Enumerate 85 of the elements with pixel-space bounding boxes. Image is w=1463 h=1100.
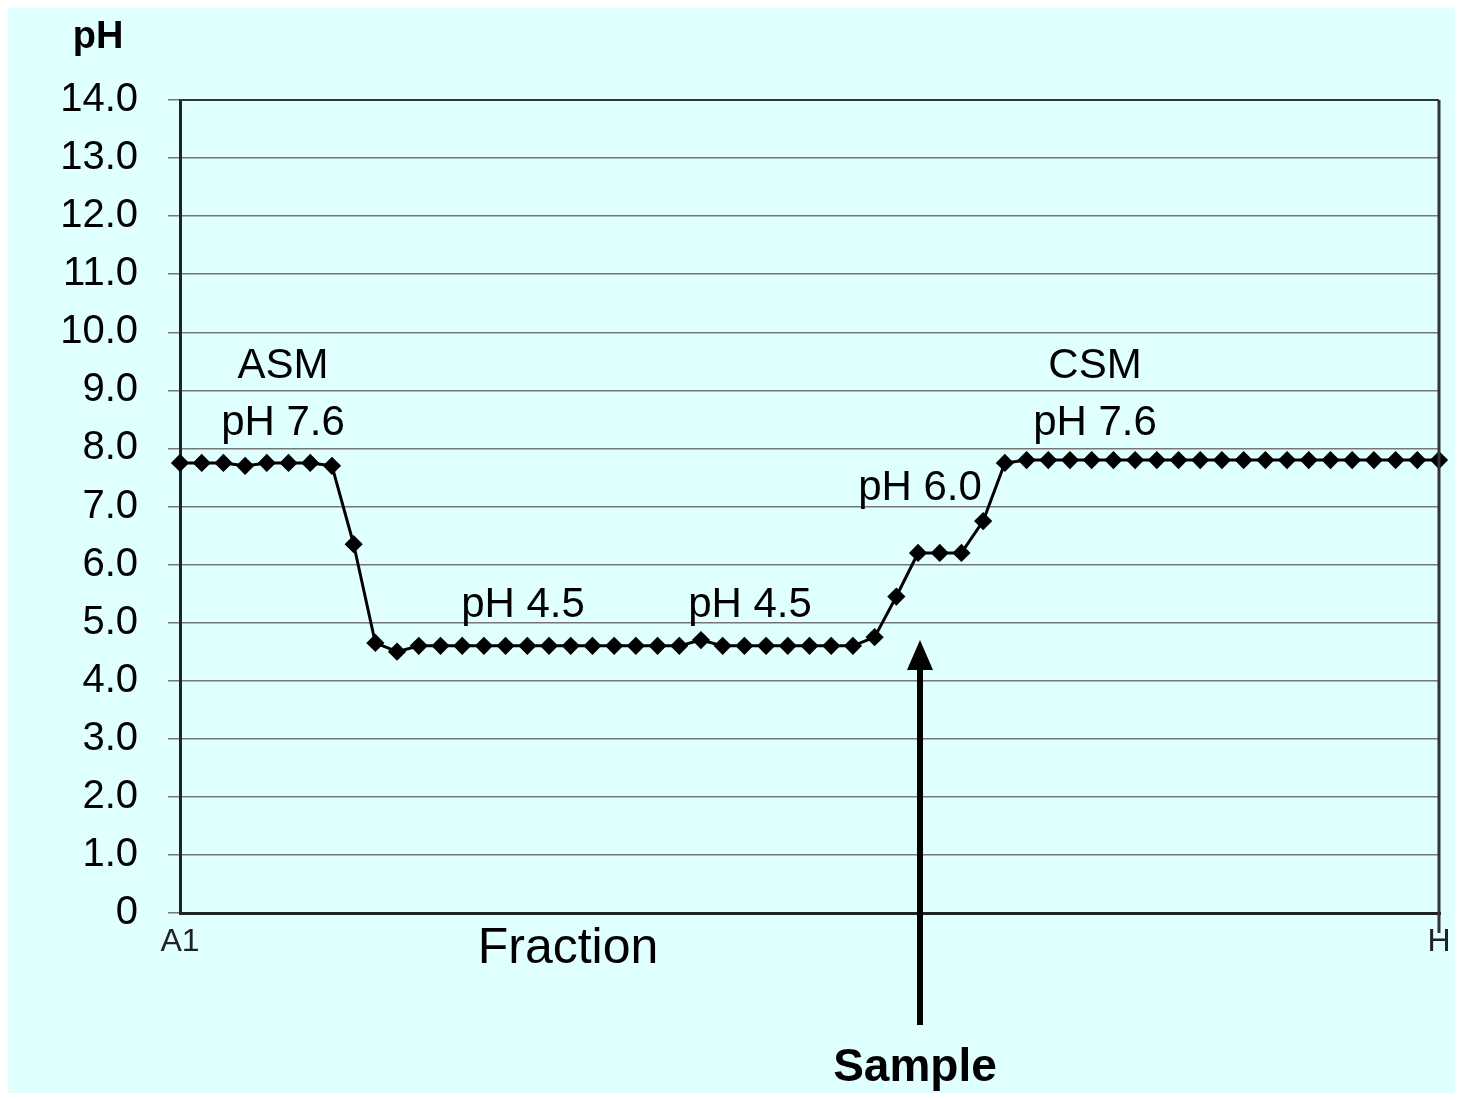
point xyxy=(909,544,927,562)
point xyxy=(431,637,449,655)
annotation: pH 6.0 xyxy=(858,461,982,509)
y-tick-label: 10.0 xyxy=(60,307,138,352)
point xyxy=(627,637,645,655)
y-tick-label: 7.0 xyxy=(82,481,138,526)
point xyxy=(605,637,623,655)
point xyxy=(345,535,363,553)
point xyxy=(974,512,992,530)
point xyxy=(540,637,558,655)
x-tick-label: H xyxy=(1427,922,1451,959)
point xyxy=(1039,451,1057,469)
point xyxy=(801,637,818,655)
point xyxy=(1300,451,1318,469)
point xyxy=(583,637,601,655)
point xyxy=(193,454,211,472)
point xyxy=(866,628,884,646)
y-tick-label: 1.0 xyxy=(82,829,138,874)
point xyxy=(1061,451,1079,469)
point xyxy=(1126,451,1144,469)
x-tick-label: A1 xyxy=(160,922,200,959)
point xyxy=(1256,451,1274,469)
point xyxy=(649,637,667,655)
point xyxy=(735,637,753,655)
y-tick-label: 6.0 xyxy=(82,539,138,584)
point xyxy=(1170,451,1188,469)
point xyxy=(301,454,319,472)
y-tick-label: 9.0 xyxy=(82,365,138,410)
y-tick-label: 13.0 xyxy=(60,133,138,178)
point xyxy=(1235,451,1253,469)
point xyxy=(1365,451,1383,469)
point xyxy=(562,637,580,655)
annotation: pH 4.5 xyxy=(688,578,812,626)
point xyxy=(1104,451,1122,469)
point xyxy=(714,637,732,655)
point xyxy=(1343,451,1361,469)
point xyxy=(1191,451,1209,469)
point xyxy=(887,588,905,606)
point xyxy=(475,637,493,655)
y-tick-label: 11.0 xyxy=(63,249,138,294)
point xyxy=(518,637,536,655)
y-tick-label: 14.0 xyxy=(60,75,138,120)
y-tick-label: 8.0 xyxy=(82,423,138,468)
point xyxy=(453,637,471,655)
point xyxy=(410,637,428,655)
point xyxy=(1321,451,1339,469)
point xyxy=(1213,451,1231,469)
point xyxy=(1387,451,1405,469)
point xyxy=(996,454,1014,472)
text: Sample xyxy=(833,1038,997,1091)
x-axis-title: Fraction xyxy=(477,917,659,974)
point xyxy=(214,454,232,472)
point xyxy=(1018,451,1036,469)
y-tick-label: 4.0 xyxy=(82,655,138,700)
point xyxy=(692,631,710,649)
annotation: pH 7.6 xyxy=(1033,396,1157,444)
point xyxy=(822,637,840,655)
point xyxy=(952,544,970,562)
point xyxy=(1408,451,1426,469)
point xyxy=(497,637,515,655)
point xyxy=(388,643,406,661)
y-tick-label: 3.0 xyxy=(82,713,138,758)
point xyxy=(171,454,189,472)
annotation: CSM xyxy=(1048,339,1142,387)
point xyxy=(1083,451,1101,469)
point xyxy=(1148,451,1166,469)
annotation: ASM xyxy=(237,339,329,387)
point xyxy=(931,544,949,562)
point xyxy=(323,457,341,475)
annotation: pH 7.6 xyxy=(221,396,345,444)
point xyxy=(280,454,298,472)
y-tick-label: 2.0 xyxy=(82,771,138,816)
point xyxy=(1278,451,1296,469)
annotation: pH 4.5 xyxy=(461,578,585,626)
point xyxy=(844,637,862,655)
point xyxy=(757,637,775,655)
y-axis-title: pH xyxy=(72,14,124,57)
y-tick-label: 0 xyxy=(115,888,138,933)
point xyxy=(670,637,688,655)
point xyxy=(779,637,797,655)
point xyxy=(366,634,384,652)
y-tick-label: 12.0 xyxy=(60,191,138,236)
point xyxy=(258,454,276,472)
y-tick-label: 5.0 xyxy=(82,597,138,642)
point xyxy=(236,457,254,475)
